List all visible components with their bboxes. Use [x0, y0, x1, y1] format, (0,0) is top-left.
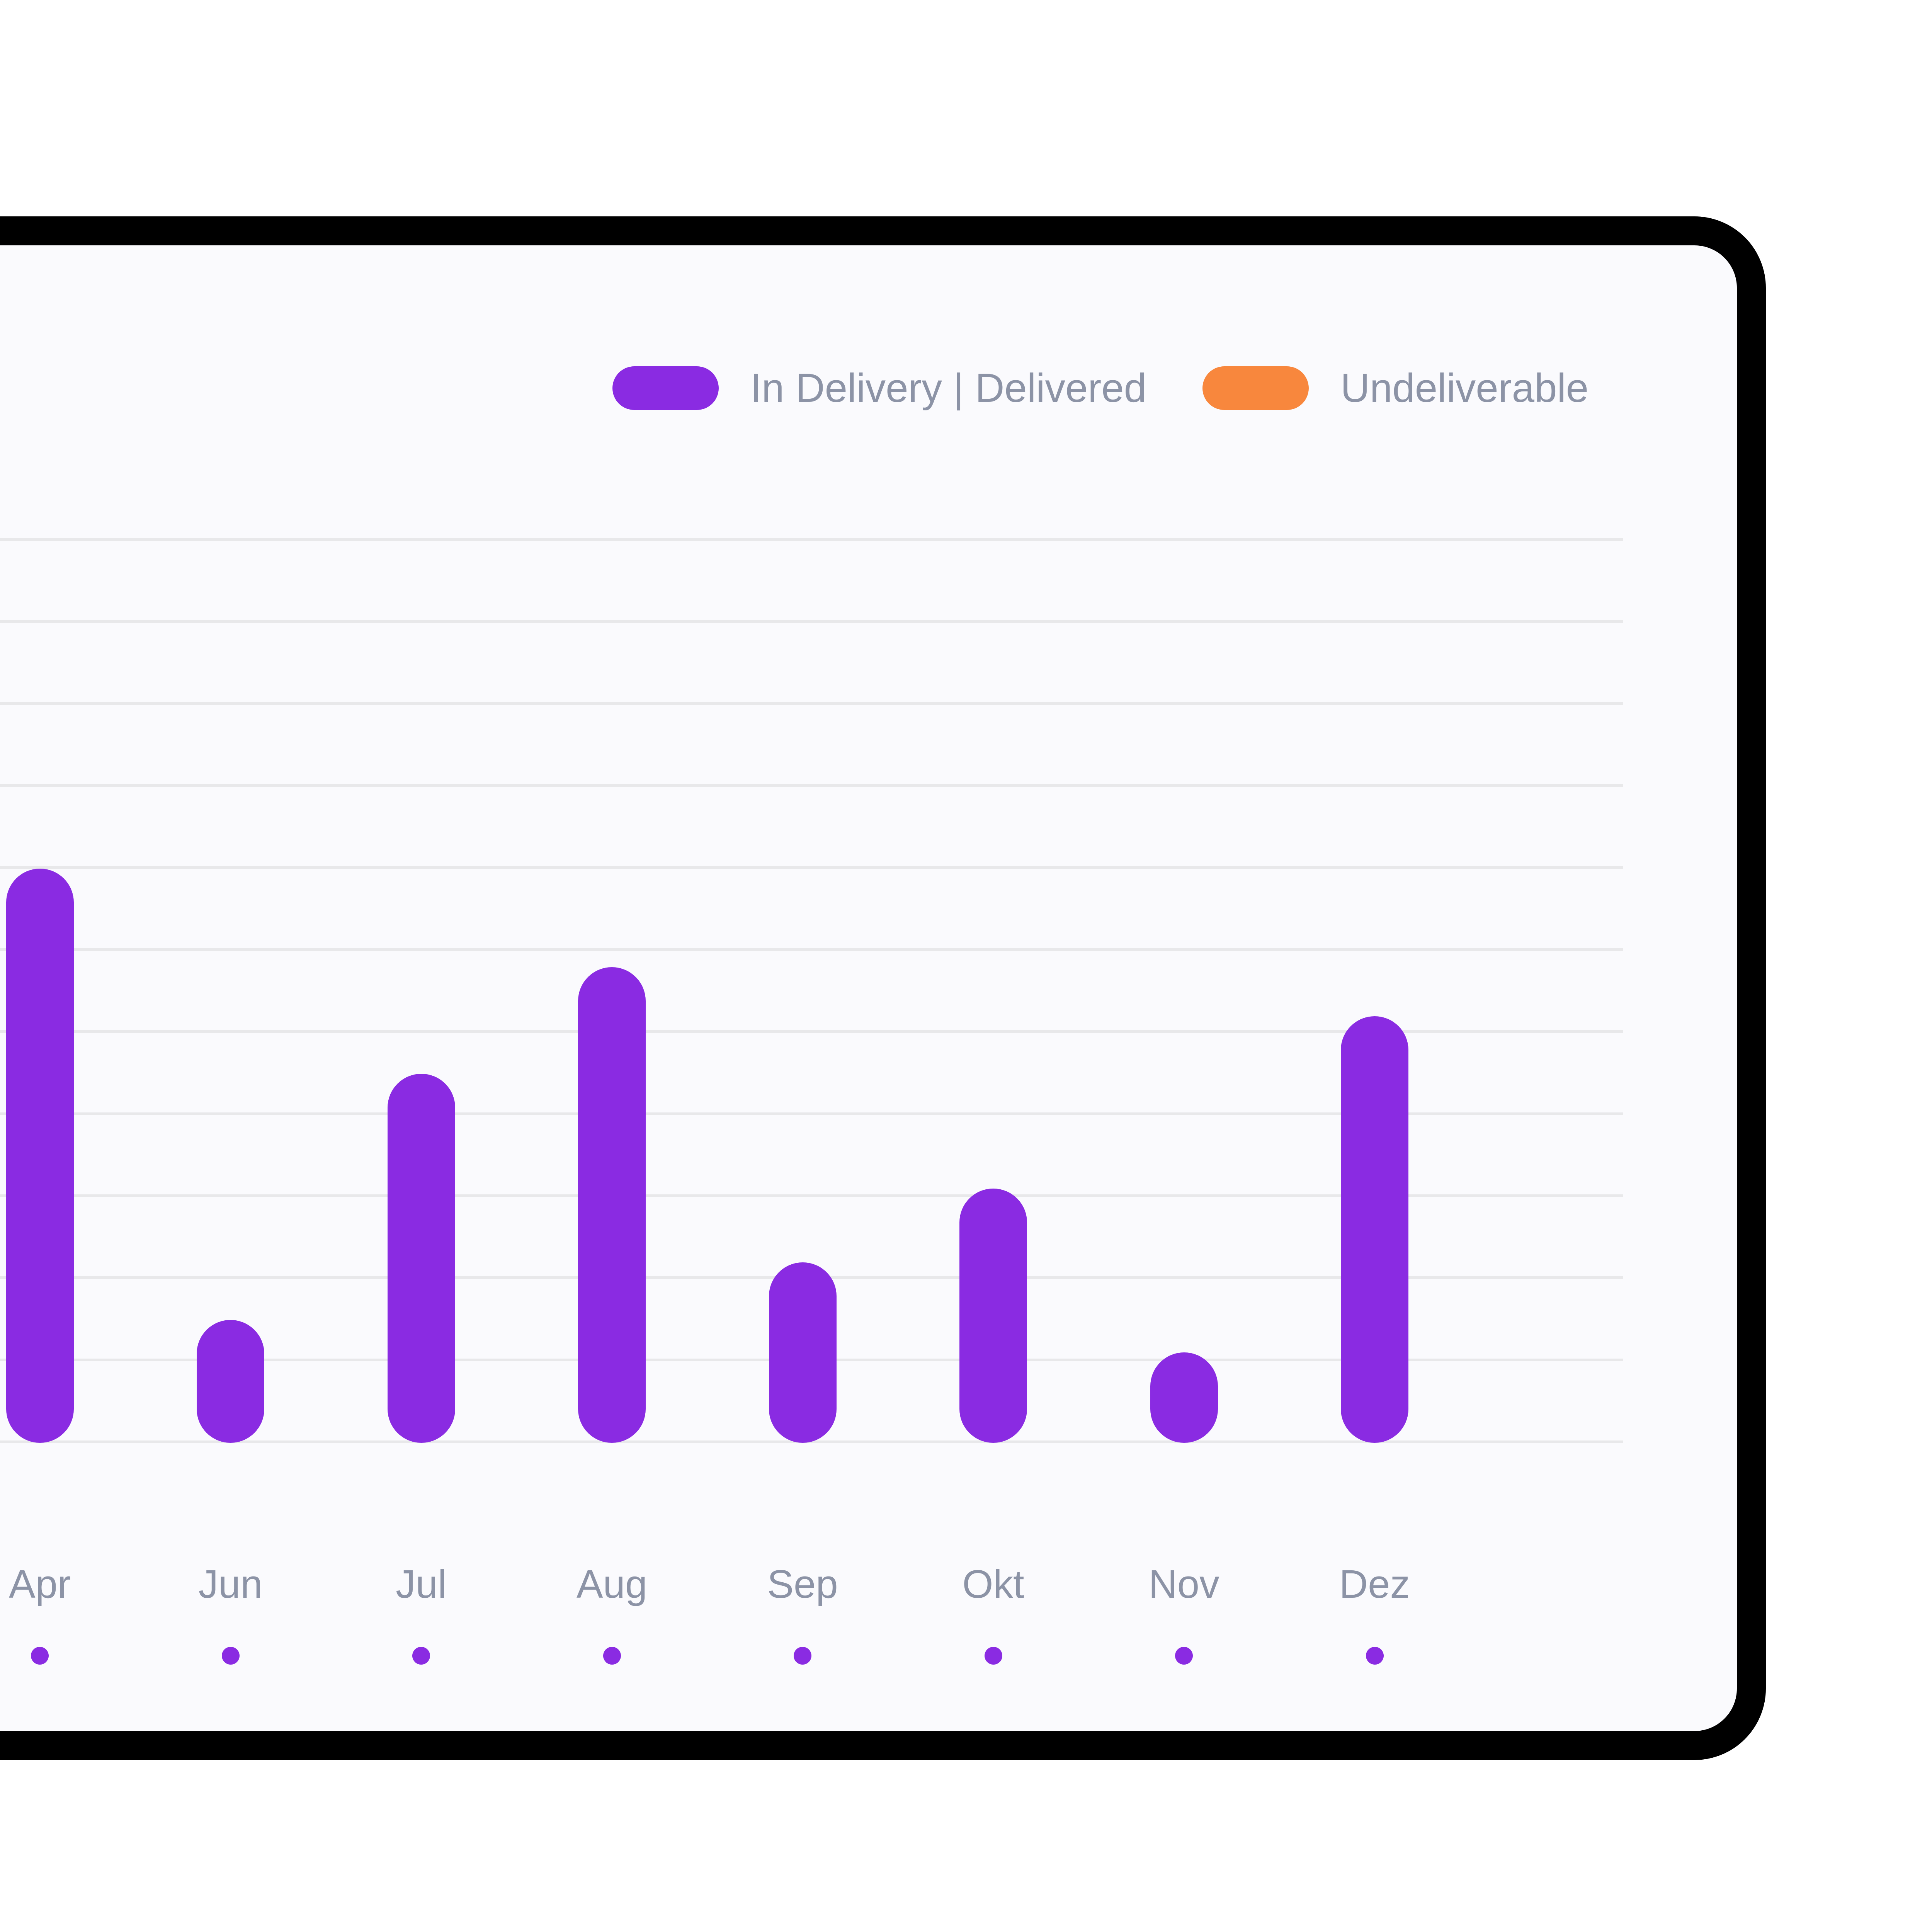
gridline — [0, 620, 1623, 623]
bar-apr[interactable] — [6, 868, 74, 1443]
x-axis-dot-nov-icon — [1175, 1647, 1193, 1665]
x-axis-dot-aug-icon — [603, 1647, 621, 1665]
legend-swatch-orange-icon — [1202, 366, 1309, 410]
gridline — [0, 538, 1623, 541]
gridline — [0, 784, 1623, 787]
x-axis-dot-jun-icon — [221, 1647, 240, 1665]
chart-legend: In Delivery | Delivered Undeliverable — [612, 366, 1588, 410]
legend-item-in-delivery[interactable]: In Delivery | Delivered — [612, 366, 1146, 410]
bar-nov[interactable] — [1150, 1352, 1218, 1443]
bar-sep[interactable] — [769, 1262, 837, 1443]
x-axis-dot-dez-icon — [1366, 1647, 1384, 1665]
gridline — [0, 1112, 1623, 1115]
gridline — [0, 1194, 1623, 1197]
gridline — [0, 866, 1623, 869]
legend-item-undeliverable[interactable]: Undeliverable — [1202, 366, 1588, 410]
x-axis-dot-apr-icon — [31, 1647, 49, 1665]
legend-label-undeliverable: Undeliverable — [1340, 366, 1589, 411]
gridline — [0, 702, 1623, 705]
bar-dez[interactable] — [1341, 1016, 1408, 1443]
bar-aug[interactable] — [578, 967, 646, 1443]
bar-okt[interactable] — [959, 1188, 1027, 1443]
chart-card — [0, 216, 1766, 1760]
x-axis-label-apr: Apr — [9, 1562, 71, 1606]
x-axis-label-sep: Sep — [767, 1562, 838, 1606]
legend-swatch-purple-icon — [612, 366, 719, 410]
gridline — [0, 1030, 1623, 1033]
x-axis-label-nov: Nov — [1148, 1562, 1219, 1606]
x-axis-dot-okt-icon — [984, 1647, 1002, 1665]
x-axis-dot-jul-icon — [412, 1647, 430, 1665]
gridline — [0, 1440, 1623, 1443]
legend-label-in-delivery: In Delivery | Delivered — [750, 366, 1147, 411]
x-axis-label-jul: Jul — [396, 1562, 447, 1606]
bar-jun[interactable] — [197, 1320, 264, 1443]
x-axis-dot-sep-icon — [794, 1647, 811, 1665]
x-axis-label-dez: Dez — [1339, 1562, 1410, 1606]
bar-jul[interactable] — [387, 1073, 455, 1443]
x-axis-label-jun: Jun — [198, 1562, 263, 1606]
x-axis-label-okt: Okt — [962, 1562, 1024, 1606]
gridline — [0, 948, 1623, 951]
x-axis-label-aug: Aug — [576, 1562, 648, 1606]
